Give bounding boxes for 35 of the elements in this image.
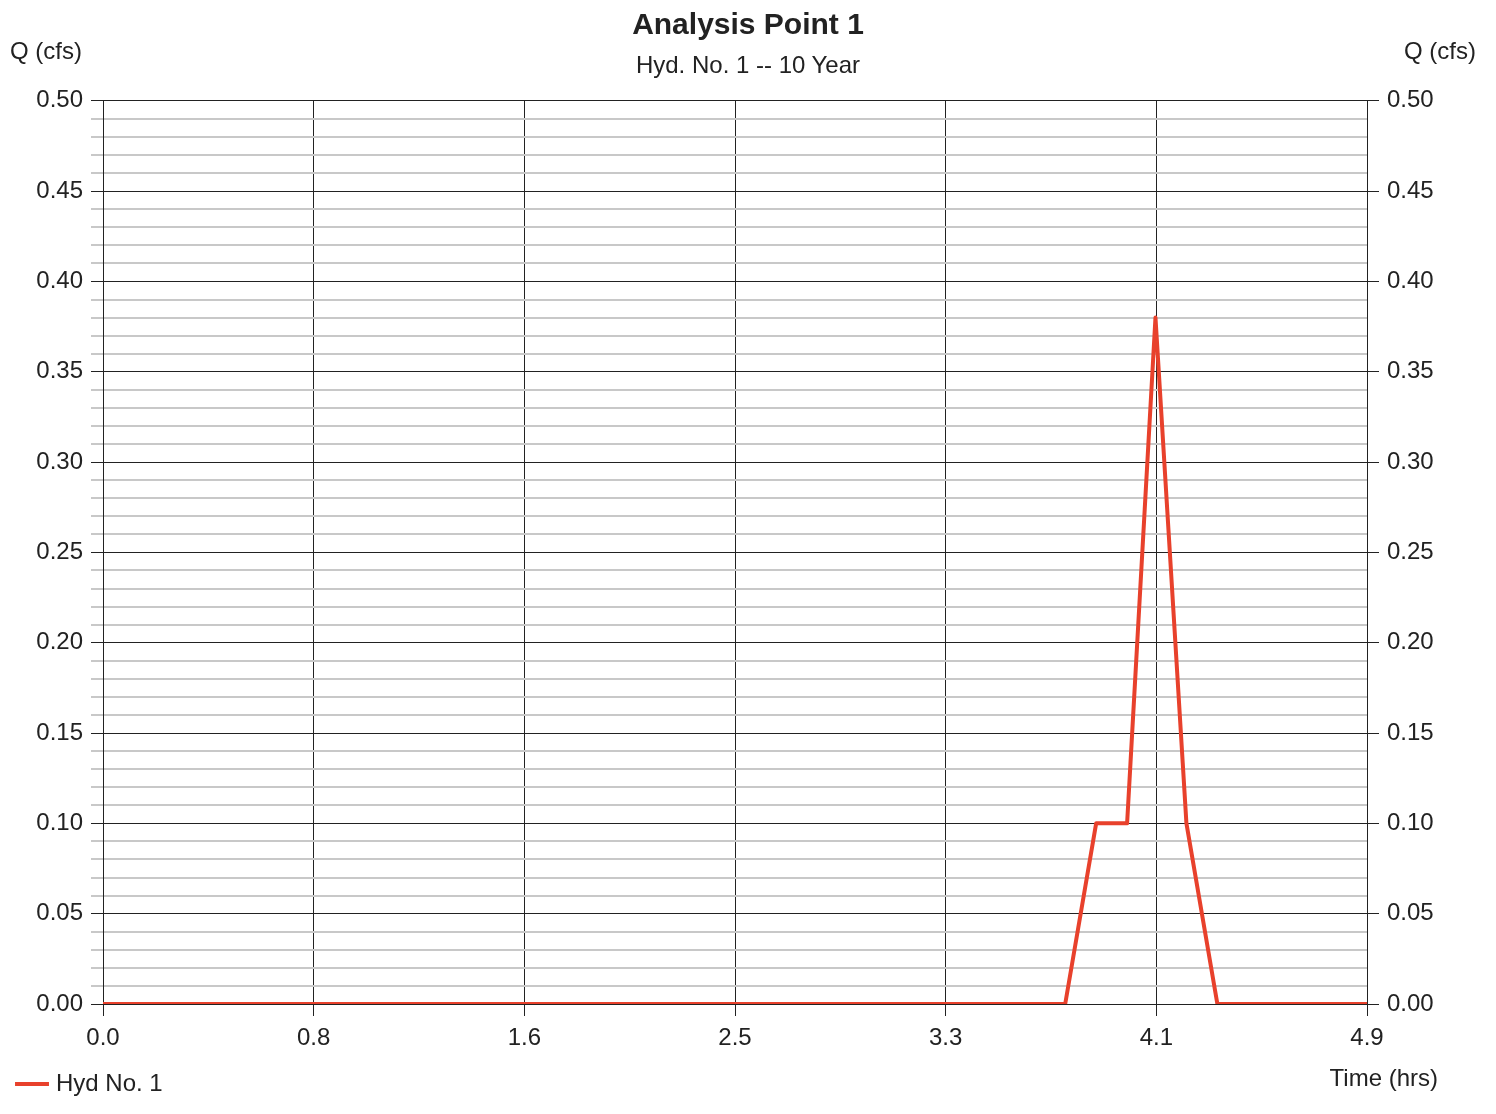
y-axis-title: Q (cfs) (10, 36, 82, 64)
y2-tick-label: 0.30 (1387, 446, 1434, 474)
y2-tick-label: 0.00 (1387, 988, 1434, 1016)
y-tick-label: 0.30 (36, 446, 83, 474)
y2-tick-label: 0.40 (1387, 266, 1434, 294)
y-tick-label: 0.40 (36, 266, 83, 294)
y-tick-label: 0.35 (36, 356, 83, 384)
x-tick-label: 4.1 (1139, 1023, 1174, 1051)
y2-tick-label: 0.20 (1387, 627, 1434, 655)
x-axis-title: Time (hrs) (1329, 1063, 1438, 1091)
y2-tick-label: 0.50 (1387, 85, 1434, 113)
y2-tick-label: 0.35 (1387, 356, 1434, 384)
y2-tick-label: 0.45 (1387, 175, 1434, 203)
x-tick-label: 4.9 (1350, 1023, 1384, 1051)
y-tick-label: 0.45 (36, 175, 83, 203)
y-tick-label: 0.05 (36, 898, 83, 926)
y-tick-label: 0.15 (36, 717, 83, 745)
x-tick-label: 0.0 (86, 1023, 120, 1051)
chart-title: Analysis Point 1 (632, 7, 864, 41)
x-tick-label: 0.8 (296, 1023, 331, 1051)
y2-tick-label: 0.15 (1387, 717, 1434, 745)
y-tick-label: 0.10 (36, 807, 83, 835)
x-tick-label: 1.6 (507, 1023, 542, 1051)
y2-tick-label: 0.05 (1387, 898, 1434, 926)
y2-axis-title: Q (cfs) (1404, 36, 1476, 64)
y2-tick-label: 0.10 (1387, 807, 1434, 835)
x-tick-label: 3.3 (928, 1023, 963, 1051)
legend-label: Hyd No. 1 (56, 1068, 163, 1096)
chart-subtitle: Hyd. No. 1 -- 10 Year (635, 51, 861, 79)
y-tick-label: 0.00 (36, 988, 83, 1016)
x-tick-label: 2.5 (718, 1023, 752, 1051)
y-tick-label: 0.20 (36, 627, 83, 655)
y-tick-label: 0.25 (36, 537, 83, 565)
y-tick-label: 0.50 (36, 85, 83, 113)
y2-tick-label: 0.25 (1387, 537, 1434, 565)
